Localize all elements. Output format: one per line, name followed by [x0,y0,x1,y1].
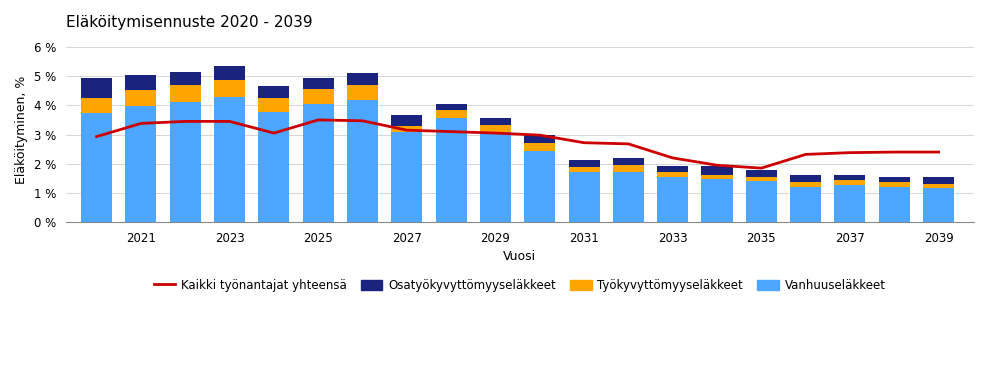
Bar [923,177,954,184]
Bar [923,188,954,222]
Bar [347,73,378,85]
Bar [613,165,644,172]
Bar [790,176,821,182]
Bar [81,98,112,113]
Bar [657,172,688,177]
Bar [126,90,156,106]
Bar [303,104,333,222]
Bar [569,167,599,172]
Bar [746,177,776,181]
Bar [258,98,290,112]
Text: Eläköitymisennuste 2020 - 2039: Eläköitymisennuste 2020 - 2039 [65,15,313,30]
Bar [303,77,333,89]
Y-axis label: Eläköityminen, %: Eläköityminen, % [15,76,28,184]
Bar [657,177,688,222]
Bar [480,119,511,125]
Bar [790,182,821,187]
Bar [214,80,245,97]
Bar [392,126,422,132]
Bar [170,103,201,222]
Bar [480,125,511,132]
Bar [569,160,599,167]
Bar [170,85,201,103]
Bar [126,106,156,222]
Bar [835,185,865,222]
Bar [524,143,555,151]
Bar [303,89,333,104]
Bar [347,85,378,100]
Bar [879,187,910,222]
Bar [701,179,733,222]
Bar [613,172,644,222]
Bar [569,172,599,222]
Bar [392,115,422,126]
Bar [214,97,245,222]
Bar [170,72,201,85]
Bar [392,132,422,222]
X-axis label: Vuosi: Vuosi [503,250,536,264]
Bar [435,119,467,222]
Bar [81,78,112,98]
Bar [524,135,555,143]
Bar [879,182,910,187]
Bar [258,86,290,98]
Bar [435,104,467,110]
Bar [435,110,467,119]
Bar [923,184,954,188]
Bar [214,66,245,80]
Legend: Kaikki työnantajat yhteensä, Osatyökyvyttömyyseläkkeet, Työkyvyttömyyseläkkeet, : Kaikki työnantajat yhteensä, Osatyökyvyt… [149,274,890,296]
Bar [258,112,290,222]
Bar [835,180,865,185]
Bar [480,132,511,222]
Bar [524,151,555,222]
Bar [879,177,910,182]
Bar [790,187,821,222]
Bar [746,170,776,177]
Bar [613,158,644,165]
Bar [347,100,378,222]
Bar [657,166,688,172]
Bar [701,174,733,179]
Bar [81,113,112,222]
Bar [701,166,733,174]
Bar [126,74,156,90]
Bar [746,181,776,222]
Bar [835,174,865,180]
